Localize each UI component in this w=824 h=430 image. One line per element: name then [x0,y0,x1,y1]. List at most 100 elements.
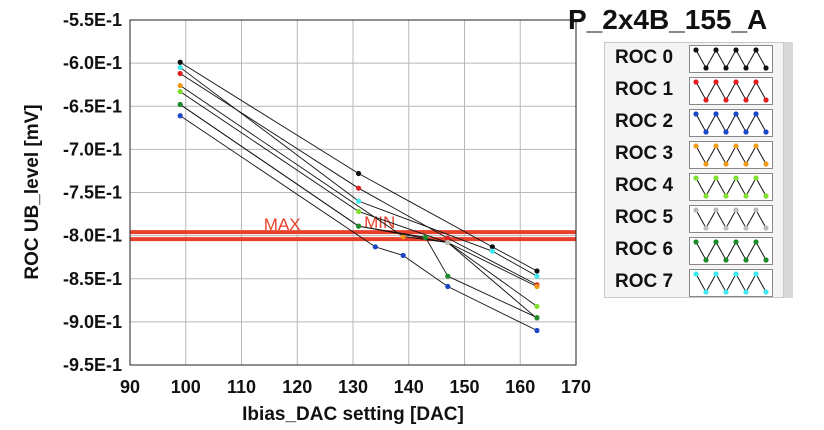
x-axis-title: Ibias_DAC setting [DAC] [242,404,464,425]
legend-marker [753,207,759,213]
data-point [445,239,451,246]
legend-marker [693,143,699,149]
legend-marker [703,225,709,231]
legend-marker [693,175,699,181]
y-tick-label: -6.5E-1 [63,96,122,116]
x-tick-label: 140 [394,377,424,397]
legend-marker [743,129,749,135]
x-tick-label: 100 [171,377,201,397]
data-point [355,198,362,204]
series-roc-7 [177,64,540,279]
chart-title: P_2x4B_155_A [568,4,768,35]
data-point [355,223,362,229]
x-tick-label: 90 [120,377,140,397]
legend-marker [693,271,699,277]
data-point [534,327,540,334]
series-roc-6 [177,101,540,321]
data-point [400,233,406,240]
legend-marker [753,175,759,181]
data-point [177,82,183,89]
legend-marker [693,47,699,53]
legend-entry: ROC 0 [605,43,783,75]
legend-marker [703,129,709,135]
data-point [534,303,540,309]
legend-entry: ROC 5 [605,203,783,235]
legend-swatch [689,173,773,201]
data-point [355,170,362,177]
series-segment [425,237,449,277]
legend-marker [713,239,719,245]
data-point [177,88,183,95]
legend-swatch-graphic [693,111,769,135]
y-tick-labels: -5.5E-1 -6.0E-1 -6.5E-1 -7.0E-1 -7.5E-1 -8.0E… [63,10,122,375]
legend-marker [743,193,749,199]
y-tick-label: -9.5E-1 [63,355,122,375]
legend-label: ROC 3 [615,143,674,164]
limit-label-max: MAX [264,215,301,234]
legend-marker [753,111,759,117]
series-segment [358,200,493,252]
data-point [177,70,183,77]
legend-zigzag [695,176,767,198]
y-tick-label: -6.0E-1 [63,53,122,73]
series-segment [179,85,404,237]
legend-marker [753,271,759,277]
legend-marker [763,193,769,199]
series-segment [358,173,493,248]
legend-marker [733,239,739,245]
legend-marker [703,257,709,263]
legend-marker [733,111,739,117]
series-segment [179,115,376,248]
legend-marker [753,143,759,149]
x-tick-labels: 90 100 110 120 130 140 150 160 170 [120,377,591,397]
legend-marker [763,129,769,135]
legend-marker [733,175,739,181]
legend-label: ROC 1 [615,79,674,100]
legend-shadow [783,42,793,298]
legend-zigzag [695,272,767,294]
legend-swatch-graphic [693,207,769,231]
legend-marker [723,225,729,231]
data-point [177,101,183,108]
limit-label-min: MIN [364,213,395,232]
data-point [372,244,378,250]
legend-marker [693,207,699,213]
series-segment [447,286,538,331]
legend-entry: ROC 4 [605,171,783,203]
limit-lines: MAX MIN [130,213,576,242]
legend-marker [743,65,749,71]
legend-marker [703,289,709,295]
data-series [177,59,540,334]
legend-marker [763,225,769,231]
legend-marker [733,79,739,85]
legend-swatch-graphic [693,239,769,263]
series-segment [492,246,538,272]
legend-zigzag [695,48,767,70]
data-point [445,283,451,290]
data-point [489,244,495,250]
legend-marker [713,111,719,117]
legend-marker [713,271,719,277]
legend-marker [703,97,709,103]
series-segment [447,242,538,319]
data-point [534,283,540,290]
legend-marker [733,207,739,213]
legend-marker [713,207,719,213]
legend-marker [713,143,719,149]
legend-marker [703,65,709,71]
grid-lines [129,19,577,366]
legend: ROC 0 ROC 1 ROC 2 ROC 3 ROC 4 ROC 5 ROC 6 ROC 7 [604,42,784,298]
y-tick-label: -7.0E-1 [63,139,122,159]
series-segment [179,67,359,202]
legend-zigzag [695,240,767,262]
legend-marker [743,225,749,231]
data-point [534,268,540,274]
series-segment [375,246,404,256]
data-point [534,314,540,321]
x-tick-label: 150 [449,377,479,397]
legend-marker [733,143,739,149]
legend-marker [693,239,699,245]
legend-swatch-graphic [693,47,769,71]
series-segment [492,250,538,277]
